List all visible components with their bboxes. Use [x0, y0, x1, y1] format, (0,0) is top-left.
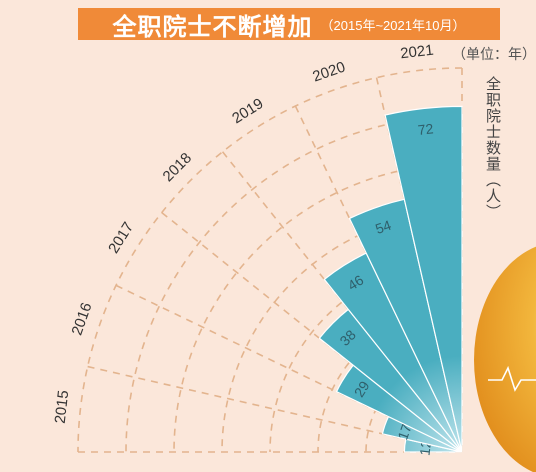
pulse-line-icon [488, 365, 536, 392]
category-label: 2018 [160, 150, 196, 186]
grid-ring [77, 67, 463, 453]
bar-2021 [384, 105, 463, 453]
grid-ring [173, 163, 463, 453]
chart-subtitle: （2015年~2021年10月） [320, 17, 466, 33]
category-label: 2017 [105, 219, 137, 256]
category-label: 2019 [229, 95, 266, 127]
grid-ring [125, 115, 463, 453]
value-label: 46 [345, 272, 367, 294]
value-label: 72 [417, 120, 434, 138]
category-label: 2016 [69, 300, 96, 337]
value-axis-title: 全职院士数量（人） [484, 76, 501, 220]
category-label: 2015 [52, 389, 73, 424]
value-label: 54 [373, 217, 393, 237]
category-label: 2021 [399, 42, 434, 63]
chart-title: 全职院士不断增加 [112, 13, 313, 41]
lightbulb-icon [474, 246, 536, 472]
title-banner: 全职院士不断增加 （2015年~2021年10月） [78, 8, 500, 41]
unit-label: （单位：年） [452, 46, 536, 62]
category-label: 2020 [310, 59, 347, 86]
value-label: 29 [351, 378, 373, 400]
